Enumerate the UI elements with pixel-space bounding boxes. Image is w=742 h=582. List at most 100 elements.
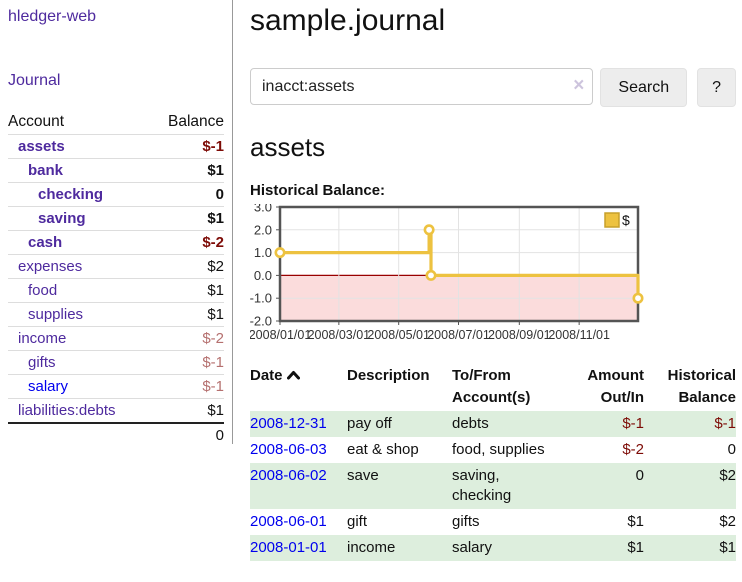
account-link-checking[interactable]: checking: [38, 186, 104, 203]
register-col-historical-balance: Historical Balance: [667, 367, 736, 406]
transaction-date-link[interactable]: 2008-01-01: [250, 539, 327, 556]
account-balance: $1: [207, 210, 224, 227]
search-input-wrap: ×: [250, 68, 594, 107]
transaction-date: 2008-12-31: [250, 411, 347, 437]
transaction-balance: $2: [719, 513, 736, 530]
help-button[interactable]: ?: [697, 68, 736, 107]
transaction-date: 2008-01-01: [250, 535, 347, 561]
transaction-balance: $2: [719, 467, 736, 484]
account-link-saving[interactable]: saving: [38, 210, 86, 227]
account-balance: $-1: [202, 138, 224, 155]
chart-title: Historical Balance:: [250, 182, 386, 199]
account-row: supplies $1: [8, 302, 224, 327]
register-col-description: Description: [347, 367, 430, 384]
main-content: sample.journal × Search ? assets Histori…: [249, 0, 736, 561]
transaction-amount: $1: [627, 513, 644, 530]
transaction-date: 2008-06-01: [250, 509, 347, 535]
account-row: saving $1: [8, 206, 224, 231]
account-balance: $1: [207, 282, 224, 299]
transaction-description: save: [347, 467, 379, 484]
transaction-row: 2008-06-01 gift gifts $1 $2: [250, 509, 736, 535]
transaction-balance: $1: [719, 539, 736, 556]
transaction-balance: 0: [727, 441, 736, 458]
account-balance: $-1: [202, 378, 224, 395]
balance-col-header: Balance: [167, 113, 224, 130]
balance-line-chart: 3.0 2.0 1.0 0.0 -1.0 -2.02008/01/012008/03/01…: [249, 200, 644, 342]
clear-search-icon[interactable]: ×: [573, 75, 585, 96]
svg-text:2008/03/01: 2008/03/01: [308, 328, 371, 342]
account-balance: $-1: [202, 354, 224, 371]
transaction-date: 2008-06-03: [250, 437, 347, 463]
register-col-date[interactable]: Date: [250, 363, 347, 411]
account-link-food[interactable]: food: [28, 282, 58, 299]
account-balance: $1: [207, 402, 224, 419]
svg-text:2008/07/01: 2008/07/01: [427, 328, 490, 342]
account-link-gifts[interactable]: gifts: [28, 354, 56, 371]
transaction-accounts: debts: [452, 415, 489, 432]
account-row: cash $-2: [8, 230, 224, 255]
account-balance: $1: [207, 162, 224, 179]
transaction-date-link[interactable]: 2008-06-03: [250, 441, 327, 458]
transaction-description: pay off: [347, 415, 392, 432]
transaction-balance: $-1: [714, 415, 736, 432]
svg-text:0.0: 0.0: [254, 268, 272, 283]
account-balance: $1: [207, 306, 224, 323]
transaction-accounts: gifts: [452, 513, 480, 530]
transaction-date-link[interactable]: 2008-06-01: [250, 513, 327, 530]
transaction-date: 2008-06-02: [250, 463, 347, 509]
svg-text:3.0: 3.0: [254, 204, 272, 215]
transaction-accounts: saving, checking: [452, 467, 512, 504]
transaction-description: income: [347, 539, 396, 556]
svg-text:1.0: 1.0: [254, 245, 272, 260]
account-row: gifts $-1: [8, 350, 224, 375]
accounts-total-value: 0: [215, 427, 224, 444]
account-row: checking 0: [8, 182, 224, 207]
account-link-income[interactable]: income: [18, 330, 67, 347]
transaction-row: 2008-12-31 pay off debts $-1 $-1: [250, 411, 736, 437]
svg-text:2.0: 2.0: [254, 222, 272, 237]
account-row: income $-2: [8, 326, 224, 351]
svg-text:$: $: [622, 212, 630, 228]
account-row: food $1: [8, 278, 224, 303]
account-link-bank[interactable]: bank: [28, 162, 64, 179]
sort-asc-icon: [286, 371, 300, 380]
account-row: salary $-1: [8, 374, 224, 399]
svg-text:-2.0: -2.0: [250, 314, 272, 329]
account-link-supplies[interactable]: supplies: [28, 306, 84, 323]
app-brand-link[interactable]: hledger-web: [8, 8, 97, 25]
transaction-accounts: food, supplies: [452, 441, 545, 458]
account-link-assets[interactable]: assets: [18, 138, 65, 155]
svg-text:2008/05/01: 2008/05/01: [367, 328, 430, 342]
account-link-cash[interactable]: cash: [28, 234, 63, 251]
register-table: Date Description To/From Account(s) Amount Ou…: [250, 363, 736, 561]
transaction-date-link[interactable]: 2008-12-31: [250, 415, 327, 432]
transaction-row: 2008-06-02 save saving, checking 0 $2: [250, 463, 736, 509]
transaction-amount: 0: [635, 467, 644, 484]
transaction-date-link[interactable]: 2008-06-02: [250, 467, 327, 484]
sidebar: hledger-web Journal Account Balance asse…: [0, 0, 233, 444]
account-link-salary[interactable]: salary: [28, 378, 69, 395]
search-input[interactable]: [250, 68, 594, 105]
account-balance: $2: [207, 258, 224, 275]
svg-text:2008/11/01: 2008/11/01: [548, 328, 610, 342]
account-balance: 0: [215, 186, 224, 203]
account-row: assets $-1: [8, 134, 224, 159]
account-balance: $-2: [202, 234, 224, 251]
search-button[interactable]: Search: [600, 68, 688, 107]
transaction-amount: $-1: [622, 415, 644, 432]
account-link-expenses[interactable]: expenses: [18, 258, 83, 275]
account-title: assets: [250, 132, 326, 162]
svg-text:-1.0: -1.0: [250, 291, 272, 306]
account-row: bank $1: [8, 158, 224, 183]
page-title: sample.journal: [250, 4, 446, 37]
account-link-liabilities-debts[interactable]: liabilities:debts: [18, 402, 116, 419]
search-bar: × Search ?: [250, 68, 736, 107]
svg-text:2008/09/01: 2008/09/01: [488, 328, 551, 342]
account-balance: $-2: [202, 330, 224, 347]
historical-balance-chart: 3.0 2.0 1.0 0.0 -1.0 -2.0 2008/01/01 2008/03/01…: [249, 200, 736, 351]
nav-journal-link[interactable]: Journal: [8, 72, 61, 89]
accounts-col-header: Account: [8, 113, 65, 130]
accounts-balance-table: Account Balance assets $-1 bank $1 checking 0…: [8, 110, 224, 447]
svg-text:2008/01/01: 2008/01/01: [250, 328, 311, 342]
transaction-description: gift: [347, 513, 368, 530]
